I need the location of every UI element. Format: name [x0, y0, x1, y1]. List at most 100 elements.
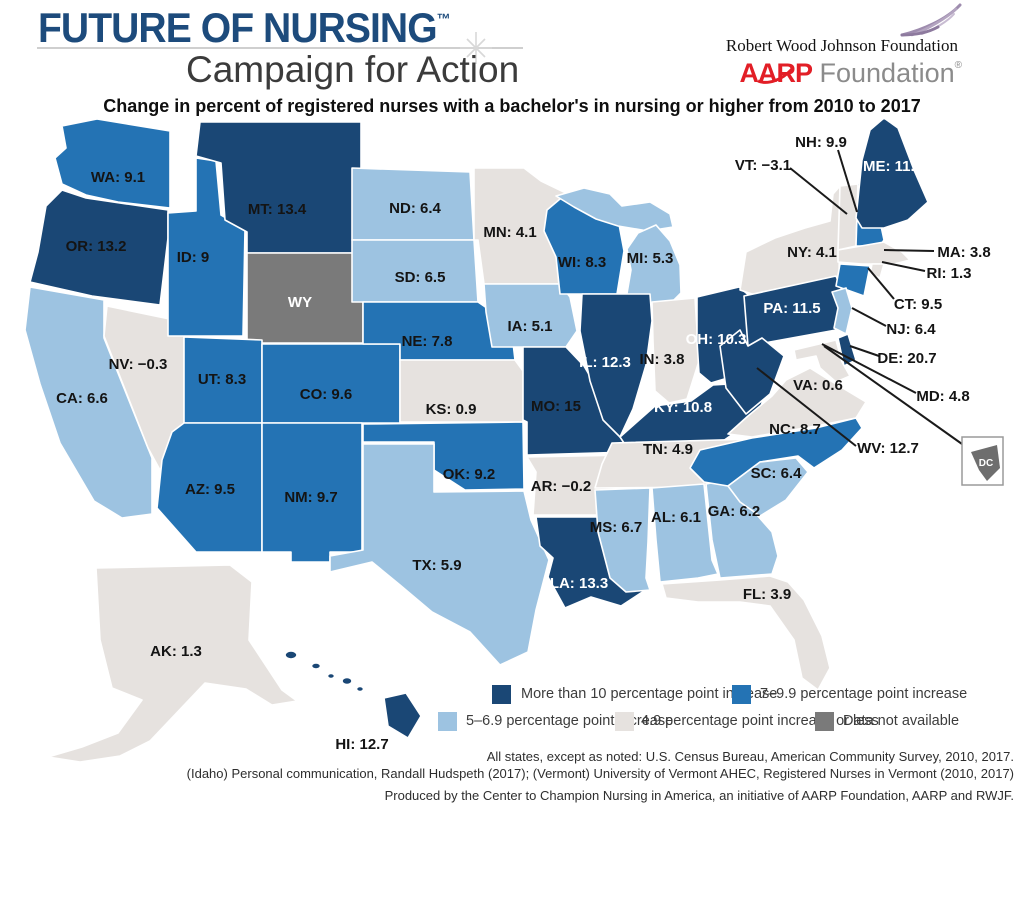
- callout-line-ma: [883, 249, 935, 252]
- state-label-la: LA: 13.3: [550, 575, 608, 592]
- state-me: [855, 117, 929, 229]
- state-or: [29, 189, 169, 306]
- state-ak: [47, 564, 298, 763]
- state-label-va: VA: 0.6: [793, 377, 843, 394]
- state-wa: [54, 118, 171, 209]
- aarp-logo: AARP Foundation®: [739, 58, 962, 89]
- state-label-il: IL: 12.3: [579, 354, 631, 371]
- hi-island-hawaii: [383, 692, 422, 739]
- state-mt: [195, 121, 362, 254]
- dc-inset-box: DC: [961, 436, 1004, 486]
- state-label-nc: NC: 8.7: [769, 421, 821, 438]
- state-label-or: OR: 13.2: [66, 238, 127, 255]
- state-label-wv: WV: 12.7: [857, 440, 919, 457]
- state-ok: [362, 421, 525, 491]
- state-label-wy: WY: [288, 294, 312, 311]
- state-label-ok: OK: 9.2: [443, 466, 496, 483]
- state-label-ma: MA: 3.8: [937, 244, 990, 261]
- dc-shape-icon: [971, 445, 1000, 481]
- state-label-ks: KS: 0.9: [426, 401, 477, 418]
- state-il: [579, 293, 653, 438]
- state-label-oh: OH: 10.3: [686, 331, 747, 348]
- sparkle-ornament-icon: [460, 32, 492, 64]
- callout-line-nh: [837, 149, 858, 213]
- callout-line-de: [849, 345, 880, 357]
- state-label-sd: SD: 6.5: [395, 269, 446, 286]
- state-label-az: AZ: 9.5: [185, 481, 235, 498]
- state-label-nd: ND: 6.4: [389, 200, 441, 217]
- callout-line-dc: [823, 345, 963, 445]
- callout-line-ri: [881, 261, 926, 272]
- state-ri: [869, 263, 885, 279]
- hi-island-oahu: [310, 662, 322, 670]
- state-label-de: DE: 20.7: [877, 350, 936, 367]
- legend-label-7-9-9: 7–9.9 percentage point increase: [760, 686, 968, 702]
- state-in: [651, 297, 700, 404]
- state-label-nv: NV: −0.3: [109, 356, 168, 373]
- state-label-tn: TN: 4.9: [643, 441, 693, 458]
- state-label-ri: RI: 1.3: [926, 265, 971, 282]
- state-va: [727, 367, 867, 438]
- state-label-id: ID: 9: [177, 249, 210, 266]
- state-label-tx: TX: 5.9: [412, 557, 461, 574]
- state-id: [167, 157, 246, 337]
- callout-line-nj: [851, 307, 887, 327]
- state-ms: [594, 487, 651, 593]
- state-label-ga: GA: 6.2: [708, 503, 761, 520]
- hi-island-lanai: [355, 685, 365, 693]
- state-wv: [719, 329, 785, 415]
- state-mi-upper-peninsula: [555, 187, 674, 232]
- state-label-nj: NJ: 6.4: [886, 321, 936, 338]
- state-label-co: CO: 9.6: [300, 386, 353, 403]
- state-label-me: ME: 11.6: [863, 158, 923, 175]
- map-title: Change in percent of registered nurses w…: [103, 96, 921, 116]
- state-label-ca: CA: 6.6: [56, 390, 108, 407]
- state-vt: [837, 183, 859, 251]
- state-ma: [837, 241, 911, 265]
- callout-line-md: [821, 343, 917, 394]
- state-label-wi: WI: 8.3: [558, 254, 606, 271]
- footnote-source-line: All states, except as noted: U.S. Census…: [486, 749, 1014, 764]
- brand-title-text: FUTURE OF NURSING: [38, 4, 438, 51]
- aarp-swoosh-icon: [757, 67, 794, 84]
- state-label-dc: DC: [979, 458, 993, 469]
- state-label-ct: CT: 9.5: [894, 296, 942, 313]
- state-label-mt: MT: 13.4: [248, 201, 307, 218]
- state-label-nh: NH: 9.9: [795, 134, 847, 151]
- state-label-pa: PA: 11.5: [763, 300, 820, 317]
- state-label-mo: MO: 15: [531, 398, 581, 415]
- footnote-produced-by-line: Produced by the Center to Champion Nursi…: [384, 788, 1014, 803]
- state-label-nm: NM: 9.7: [284, 489, 337, 506]
- state-co: [261, 343, 401, 424]
- hi-island-maui: [341, 676, 353, 686]
- legend-swatch-5-6-9: [438, 712, 457, 731]
- brand-title: FUTURE OF NURSING™: [38, 4, 451, 52]
- state-label-md: MD: 4.8: [916, 388, 969, 405]
- hi-island-molokai: [326, 672, 336, 680]
- state-label-wa: WA: 9.1: [91, 169, 145, 186]
- state-label-ky: KY: 10.8: [654, 399, 712, 416]
- state-label-ia: IA: 5.1: [507, 318, 552, 335]
- state-tx: [329, 443, 550, 666]
- legend-swatch-more-than-10: [492, 685, 511, 704]
- state-label-ms: MS: 6.7: [590, 519, 643, 536]
- callout-line-vt: [789, 167, 848, 215]
- state-al: [651, 483, 719, 583]
- state-label-fl: FL: 3.9: [743, 586, 791, 603]
- hi-island-kauai: [284, 650, 298, 660]
- state-sc: [727, 457, 809, 517]
- state-label-mn: MN: 4.1: [483, 224, 536, 241]
- trademark-mark: ™: [436, 11, 451, 28]
- state-label-ut: UT: 8.3: [198, 371, 246, 388]
- callout-line-ct: [867, 267, 895, 300]
- state-label-in: IN: 3.8: [639, 351, 684, 368]
- state-label-mi: MI: 5.3: [627, 250, 674, 267]
- rwjf-logo-text: Robert Wood Johnson Foundation: [725, 36, 958, 55]
- state-fl: [661, 575, 831, 691]
- brand-subtitle: Campaign for Action: [186, 49, 520, 90]
- state-mi: [624, 224, 682, 306]
- aarp-registered-mark: ®: [954, 60, 962, 71]
- rwjf-wing-logo-icon: [900, 3, 962, 37]
